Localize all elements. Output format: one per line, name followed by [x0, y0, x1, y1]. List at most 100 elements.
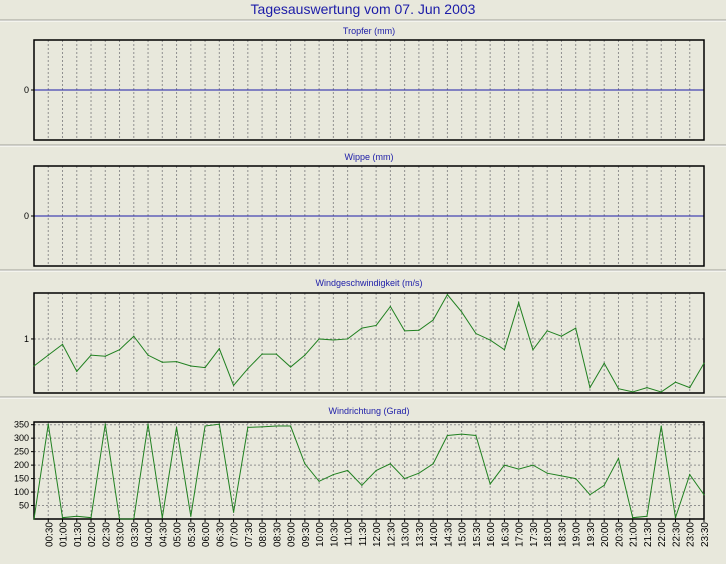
data-point	[304, 354, 306, 356]
chart-panel-4: Windrichtung (Grad) 50 100 150 200 250 300 350	[0, 396, 726, 520]
data-point	[218, 423, 220, 425]
y-tick-label: 350	[14, 420, 29, 430]
data-point	[674, 517, 677, 519]
y-tick-label: 100	[14, 487, 29, 497]
data-point	[275, 353, 277, 355]
data-point	[660, 425, 662, 427]
data-point	[575, 477, 577, 480]
data-point	[532, 349, 534, 351]
x-tick-label: 23:30	[700, 522, 711, 547]
data-point	[304, 463, 306, 465]
data-point	[446, 434, 449, 437]
x-tick-label: 19:30	[586, 522, 597, 547]
x-tick-label: 20:30	[614, 522, 625, 547]
x-tick-label: 03:30	[130, 522, 141, 547]
data-point	[546, 472, 548, 474]
data-point	[389, 463, 391, 465]
x-tick-label: 13:00	[401, 522, 412, 547]
x-tick-label: 07:00	[230, 522, 241, 547]
y-tick-label: 50	[19, 501, 29, 511]
x-tick-label: 22:30	[671, 522, 682, 547]
y-tick-label: 0	[24, 211, 29, 221]
data-point	[518, 302, 520, 304]
data-point	[104, 423, 106, 425]
data-point	[375, 324, 377, 327]
panel-title: Windgeschwindigkeit (m/s)	[315, 278, 422, 288]
x-tick-label: 15:30	[472, 522, 483, 547]
data-point	[603, 362, 605, 364]
data-point	[175, 426, 178, 428]
plot-frame	[33, 39, 705, 141]
data-point	[347, 469, 349, 472]
data-point	[418, 472, 420, 474]
data-point	[118, 349, 121, 351]
y-tick-label: 0	[24, 85, 29, 95]
x-tick-label: 19:00	[572, 522, 583, 547]
data-point	[175, 361, 178, 363]
panel-title: Wippe (mm)	[345, 152, 394, 162]
data-point	[689, 386, 691, 389]
x-tick-label: 21:30	[643, 522, 654, 547]
y-tick-label: 150	[14, 474, 29, 484]
panel-title: Tropfer (mm)	[343, 26, 395, 36]
series-line	[33, 423, 705, 520]
data-point	[47, 354, 49, 356]
x-axis-labels: 00:30 01:00 01:30 02:00 02:30 03:00 03:30 04:00…	[44, 519, 711, 547]
data-point	[589, 494, 591, 496]
x-tick-label: 01:00	[59, 522, 70, 547]
data-point	[33, 365, 35, 367]
data-point	[489, 339, 491, 341]
data-point	[261, 353, 263, 355]
data-point	[33, 518, 35, 520]
x-tick-label: 04:30	[158, 522, 169, 547]
data-point	[632, 517, 634, 519]
data-point	[560, 335, 563, 337]
data-point	[161, 361, 163, 363]
data-point	[361, 484, 363, 486]
data-point	[475, 332, 477, 335]
data-point	[76, 515, 78, 517]
data-point	[247, 368, 249, 370]
x-tick-label: 21:00	[629, 522, 640, 547]
data-point	[375, 469, 377, 472]
x-tick-label: 06:00	[201, 522, 212, 547]
data-point	[133, 335, 135, 337]
x-tick-label: 18:30	[557, 522, 568, 547]
data-point	[347, 338, 349, 340]
x-tick-label: 02:00	[87, 522, 98, 547]
data-point	[446, 294, 449, 296]
data-point	[61, 517, 64, 519]
x-tick-label: 05:00	[173, 522, 184, 547]
x-tick-label: 11:30	[358, 522, 369, 547]
x-tick-label: 03:00	[116, 522, 127, 547]
data-point	[389, 305, 391, 308]
x-tick-label: 11:00	[344, 522, 355, 547]
plot-frame	[33, 292, 705, 394]
data-point	[503, 349, 506, 351]
data-point	[147, 354, 149, 356]
data-point	[489, 483, 491, 485]
chart-panel-1: Tropfer (mm) 0	[0, 19, 726, 141]
x-tick-label: 23:00	[686, 522, 697, 547]
data-point	[404, 330, 406, 332]
data-point	[275, 425, 277, 427]
data-point	[546, 330, 548, 332]
panel-title: Windrichtung (Grad)	[328, 406, 409, 416]
x-tick-label: 16:00	[486, 522, 497, 547]
data-point	[603, 484, 605, 486]
x-tick-label: 00:30	[44, 522, 55, 547]
x-tick-label: 17:00	[515, 522, 526, 547]
data-point	[204, 425, 206, 427]
data-point	[674, 381, 677, 383]
data-point	[703, 494, 705, 496]
x-tick-label: 07:30	[244, 522, 255, 547]
page-title: Tagesauswertung vom 07. Jun 2003	[250, 1, 476, 17]
data-point	[47, 423, 49, 425]
x-tick-label: 04:00	[144, 522, 155, 547]
x-tick-label: 09:30	[301, 522, 312, 547]
data-point	[90, 517, 92, 519]
data-point	[232, 511, 235, 513]
data-point	[161, 517, 163, 519]
data-point	[475, 434, 477, 437]
data-point	[575, 327, 577, 329]
